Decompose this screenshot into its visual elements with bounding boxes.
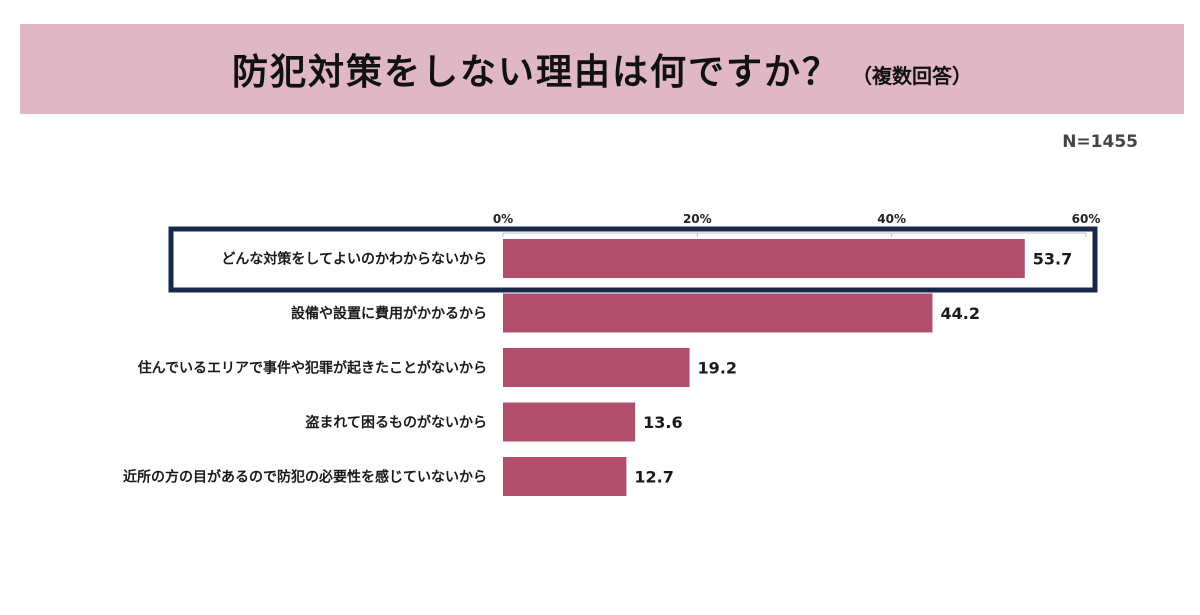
x-tick-label: 60% <box>1072 212 1101 226</box>
chart-title: 防犯対策をしない理由は何ですか？ <box>231 52 840 93</box>
x-tick-label: 0% <box>493 212 513 226</box>
bars <box>503 239 1025 496</box>
x-axis: 0% 20% 40% 60% <box>493 212 1101 237</box>
category-label: 設備や設置に費用がかかるから <box>291 305 487 322</box>
value-label: 44.2 <box>940 304 979 323</box>
highlight-box <box>168 226 1098 293</box>
sample-size-label: N=1455 <box>1062 132 1138 152</box>
category-labels: どんな対策をしてよいのかわからないから設備や設置に費用がかかるから住んでいるエリ… <box>123 251 487 486</box>
category-label: 盗まれて困るものがないから <box>305 414 487 431</box>
value-label: 53.7 <box>1033 250 1072 269</box>
value-label: 19.2 <box>698 359 737 378</box>
bar <box>503 402 636 442</box>
x-tick-label: 20% <box>683 212 712 226</box>
title-banner: 防犯対策をしない理由は何ですか？ （複数回答） <box>20 24 1184 114</box>
value-label: 13.6 <box>643 413 682 432</box>
value-labels: 53.7 44.2 19.2 13.6 12.7 <box>634 250 1072 487</box>
category-label: 住んでいるエリアで事件や犯罪が起きたことがないから <box>138 360 487 377</box>
bar <box>503 293 933 333</box>
value-label: 12.7 <box>634 468 673 487</box>
category-label: どんな対策をしてよいのかわからないから <box>221 251 487 268</box>
bar <box>503 348 690 387</box>
bar <box>503 239 1025 278</box>
category-label: 近所の方の目があるので防犯の必要性を感じていないから <box>123 469 487 486</box>
x-tick-label: 40% <box>877 212 906 226</box>
bar <box>503 457 627 496</box>
chart-subtitle: （複数回答） <box>852 63 972 88</box>
highlight-layer <box>168 226 1098 293</box>
